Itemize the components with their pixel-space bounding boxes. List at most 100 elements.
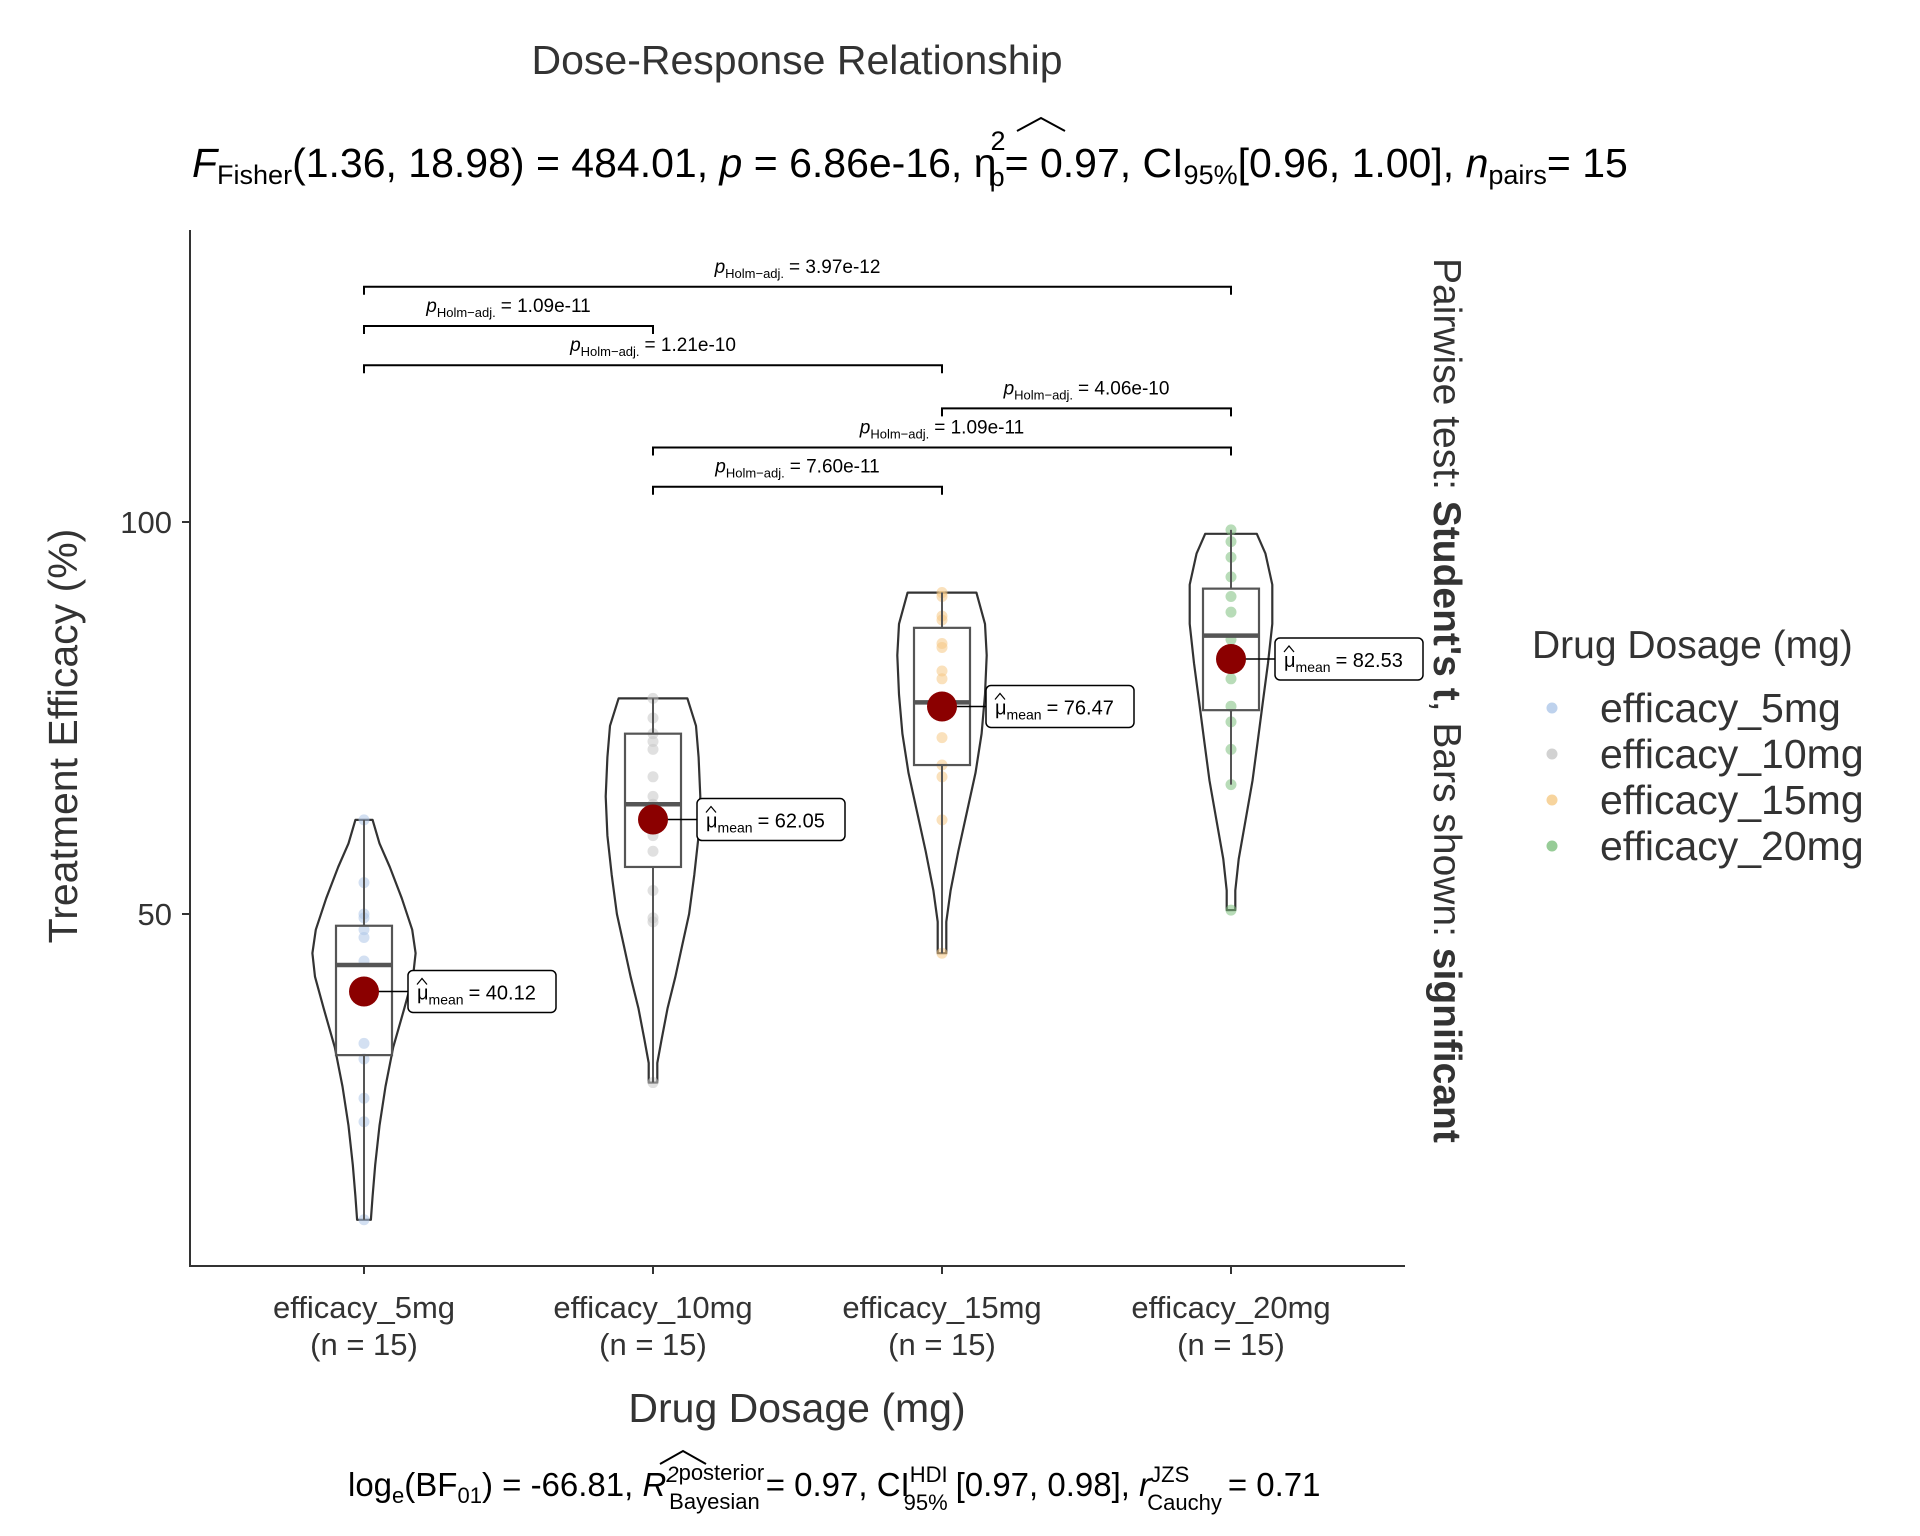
mean-label-box	[1274, 637, 1424, 681]
pairwise-label: pHolm−adj. = 7.60e-11	[714, 457, 879, 481]
data-point	[358, 924, 370, 936]
violin-efficacy_20mg	[1188, 532, 1274, 912]
data-point	[936, 665, 948, 677]
subtitle-ci-sub: 95%	[1184, 160, 1238, 190]
legend-title: Drug Dosage (mg)	[1532, 624, 1853, 667]
data-point	[936, 732, 948, 744]
box-efficacy_5mg	[334, 924, 394, 1057]
bayes-bf-sub: 01	[457, 1483, 481, 1508]
pairwise-bracket	[363, 285, 1232, 295]
subtitle-stat-value: = 484.01,	[536, 140, 708, 186]
data-point	[647, 790, 659, 802]
pairwise-bracket	[363, 364, 943, 374]
mean-label-box	[985, 684, 1135, 729]
bayes-bf-close: )	[482, 1466, 493, 1503]
pairwise-label: pHolm−adj. = 1.09e-11	[859, 418, 1024, 442]
pairwise-label: pHolm−adj. = 1.09e-11	[425, 296, 590, 320]
legend-item-efficacy_10mg: efficacy_10mg	[1600, 731, 1864, 777]
mean-point	[927, 691, 957, 722]
x-tick-label: efficacy_15mg	[842, 1290, 1041, 1325]
x-axis-title: Drug Dosage (mg)	[628, 1385, 965, 1431]
data-point	[1225, 606, 1237, 618]
bayes-bf-value: = -66.81,	[502, 1466, 633, 1503]
mean-label-box	[407, 969, 557, 1014]
data-point	[936, 641, 948, 653]
mean-hat-mark	[705, 805, 717, 813]
box-efficacy_20mg	[1201, 587, 1261, 712]
bayes-r-value: = 0.97,	[766, 1466, 868, 1503]
mean-label: μmean = 40.12	[417, 982, 536, 1007]
x-tick-n-label: (n = 15)	[599, 1327, 707, 1362]
mean-label: μmean = 62.05	[706, 811, 825, 836]
data-point	[647, 771, 659, 783]
legend-item-efficacy_5mg: efficacy_5mg	[1600, 685, 1841, 731]
pairwise-caption-part3: , Bars shown:	[1425, 701, 1468, 948]
bayes-log-sub: e	[392, 1483, 404, 1508]
x-tick-label: efficacy_20mg	[1131, 1290, 1330, 1325]
data-point	[647, 845, 659, 857]
subtitle-p-value: = 6.86e-16,	[754, 140, 963, 186]
bayes-ci-value: [0.97, 0.98],	[956, 1466, 1130, 1503]
bayes-ci: CI	[877, 1466, 910, 1503]
bayes-bf: (BF	[404, 1466, 457, 1503]
x-tick-label: efficacy_5mg	[273, 1290, 455, 1325]
data-point	[1225, 700, 1237, 712]
subtitle-effect-sup: 2	[991, 126, 1006, 156]
pairwise-label: pHolm−adj. = 4.06e-10	[1003, 378, 1170, 402]
pairwise-label: pHolm−adj. = 3.97e-12	[714, 257, 881, 281]
mean-point	[638, 804, 668, 835]
legend-key-efficacy_20mg	[1546, 840, 1558, 852]
violin-efficacy_15mg	[896, 591, 988, 955]
subtitle-effect-sub: p	[990, 162, 1005, 192]
mean-hat-mark	[994, 692, 1006, 700]
bayes-r: R	[642, 1466, 666, 1503]
pairwise-bracket	[652, 446, 1232, 456]
subtitle-n-name: n	[1466, 140, 1489, 186]
subtitle-n-sub: pairs	[1488, 160, 1547, 190]
legend-item-efficacy_20mg: efficacy_20mg	[1600, 823, 1864, 869]
pairwise-bracket	[652, 485, 943, 495]
bayes-rc-sup: JZS	[1150, 1462, 1189, 1487]
y-axis-title: Treatment Efficacy (%)	[40, 529, 86, 944]
mean-point	[1216, 643, 1246, 674]
mean-hat-mark	[1283, 645, 1295, 653]
bayes-caption: loge(BF01) = -66.81, R2posterior Bayesian…	[348, 1460, 1321, 1515]
x-tick-n-label: (n = 15)	[310, 1327, 418, 1362]
pairwise-caption-bars: significant	[1425, 948, 1468, 1143]
pairwise-caption: Pairwise test: Student's t, Bars shown: …	[1425, 258, 1468, 1143]
mean-label-box	[696, 797, 846, 842]
mean-label: μmean = 76.47	[995, 697, 1114, 722]
bayes-rc-value: = 0.71	[1228, 1466, 1321, 1503]
mean-point	[349, 976, 379, 1007]
subtitle-df: (1.36, 18.98)	[292, 140, 525, 186]
legend-key-efficacy_15mg	[1546, 794, 1558, 806]
pairwise-bracket	[363, 325, 654, 334]
data-point	[1225, 673, 1237, 685]
data-point	[647, 743, 659, 755]
subtitle-stat-sub: Fisher	[217, 160, 292, 190]
subtitle-effect-value: = 0.97,	[1005, 140, 1132, 186]
legend-item-efficacy_15mg: efficacy_15mg	[1600, 777, 1864, 823]
y-tick-label: 100	[120, 505, 172, 540]
legend-key-efficacy_5mg	[1546, 702, 1558, 714]
data-point	[647, 736, 659, 748]
bayes-r-sup2: posterior	[679, 1460, 765, 1485]
bayes-r-sub: Bayesian	[669, 1489, 760, 1514]
box-efficacy_10mg	[623, 732, 683, 869]
subtitle-hat-mark	[1016, 116, 1066, 132]
pairwise-label: pHolm−adj. = 1.21e-10	[569, 335, 736, 359]
subtitle-ci-name: CI	[1143, 140, 1184, 186]
x-tick-n-label: (n = 15)	[1177, 1327, 1285, 1362]
data-point	[358, 932, 370, 944]
bayes-rc: r	[1139, 1466, 1152, 1503]
y-tick-label: 50	[138, 897, 172, 932]
data-point	[936, 673, 948, 685]
x-tick-label: efficacy_10mg	[553, 1290, 752, 1325]
chart-title: Dose-Response Relationship	[531, 37, 1062, 83]
bayes-hat-mark	[659, 1449, 707, 1465]
x-tick-n-label: (n = 15)	[888, 1327, 996, 1362]
pairwise-bracket	[941, 407, 1232, 417]
violin-efficacy_5mg	[311, 818, 417, 1221]
subtitle-n-value: = 15	[1547, 140, 1628, 186]
